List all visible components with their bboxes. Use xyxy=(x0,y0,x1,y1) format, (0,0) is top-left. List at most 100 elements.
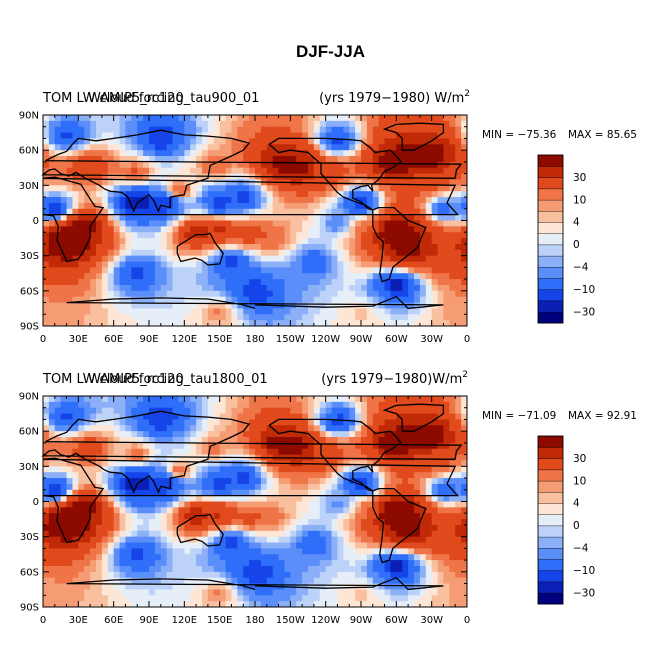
heatmap-cell xyxy=(384,425,391,432)
heatmap-cell xyxy=(154,536,162,543)
heatmap-cell xyxy=(302,530,309,538)
heatmap-cell xyxy=(60,437,67,444)
heatmap-cell xyxy=(266,530,274,538)
heatmap-cell xyxy=(48,243,56,251)
heatmap-cell xyxy=(243,495,250,502)
heatmap-cell xyxy=(60,202,67,210)
heatmap-cell xyxy=(90,302,97,309)
heatmap-cell xyxy=(414,519,421,526)
y-tick-label: 90N xyxy=(19,111,39,122)
heatmap-cell xyxy=(184,261,191,268)
heatmap-cell xyxy=(48,548,56,555)
heatmap-cell xyxy=(302,243,309,251)
heatmap-cell xyxy=(378,126,385,133)
heatmap-cell xyxy=(272,161,279,169)
heatmap-cell xyxy=(396,554,403,561)
heatmap-cell xyxy=(396,530,403,538)
heatmap-cell xyxy=(302,478,309,485)
heatmap-cell xyxy=(378,554,385,561)
heatmap-cell xyxy=(461,284,468,292)
heatmap-cell xyxy=(431,191,438,198)
heatmap-cell xyxy=(378,542,385,549)
heatmap-cell xyxy=(366,495,374,502)
heatmap-cell xyxy=(402,437,409,444)
heatmap-cell xyxy=(149,214,156,221)
heatmap-cell xyxy=(184,437,191,444)
heatmap-cell xyxy=(219,507,226,514)
heatmap-cell xyxy=(266,565,274,573)
heatmap-cell xyxy=(43,396,50,403)
heatmap-cell xyxy=(196,513,203,520)
heatmap-cell xyxy=(278,220,285,227)
heatmap-cell xyxy=(396,320,403,327)
heatmap-cell xyxy=(166,238,173,245)
heatmap-cell xyxy=(219,279,226,286)
heatmap-cell xyxy=(231,243,238,251)
heatmap-cell xyxy=(437,554,444,561)
heatmap-cell xyxy=(125,249,132,257)
heatmap-cell xyxy=(84,243,91,251)
heatmap-cell xyxy=(437,243,444,251)
heatmap-cell xyxy=(266,273,274,280)
heatmap-cell xyxy=(96,290,103,298)
heatmap-cell xyxy=(154,267,162,274)
heatmap-cell xyxy=(308,238,315,245)
heatmap-cell xyxy=(231,284,238,292)
heatmap-cell xyxy=(313,296,321,303)
heatmap-cell xyxy=(366,308,374,315)
heatmap-cell xyxy=(337,197,344,204)
heatmap-cell xyxy=(172,483,179,491)
heatmap-cell xyxy=(72,267,79,274)
heatmap-cell xyxy=(90,290,97,298)
heatmap-cell xyxy=(266,554,274,561)
heatmap-cell xyxy=(78,132,85,139)
heatmap-cell xyxy=(296,156,303,163)
heatmap-cell xyxy=(396,524,403,532)
heatmap-cell xyxy=(284,191,291,198)
heatmap-cell xyxy=(60,407,67,414)
heatmap-cell xyxy=(113,478,120,485)
heatmap-cell xyxy=(278,320,285,327)
heatmap-cell xyxy=(101,273,109,280)
heatmap-cell xyxy=(390,302,397,309)
heatmap-cell xyxy=(425,501,433,508)
heatmap-cell xyxy=(66,466,73,473)
heatmap-cell xyxy=(349,202,356,210)
heatmap-cell xyxy=(331,226,338,233)
heatmap-cell xyxy=(284,466,291,473)
heatmap-cell xyxy=(278,542,285,549)
heatmap-cell xyxy=(313,120,321,128)
heatmap-cell xyxy=(414,314,421,321)
heatmap-cell xyxy=(278,191,285,198)
heatmap-cell xyxy=(337,565,344,573)
heatmap-cell xyxy=(337,524,344,532)
heatmap-cell xyxy=(43,161,50,169)
heatmap-cell xyxy=(143,501,150,508)
heatmap-cell xyxy=(296,138,303,145)
heatmap-cell xyxy=(184,519,191,526)
heatmap-cell xyxy=(243,472,250,479)
heatmap-cell xyxy=(431,507,438,514)
heatmap-cell xyxy=(243,214,250,221)
heatmap-cell xyxy=(443,542,450,549)
heatmap-cell xyxy=(219,185,226,192)
heatmap-cell xyxy=(290,249,297,257)
heatmap-cell xyxy=(361,132,368,139)
heatmap-cell xyxy=(266,161,274,169)
heatmap-cell xyxy=(196,191,203,198)
heatmap-cell xyxy=(231,489,238,497)
heatmap-cell xyxy=(331,472,338,479)
heatmap-cell xyxy=(137,284,144,292)
heatmap-cell xyxy=(437,156,444,163)
heatmap-cell xyxy=(284,407,291,414)
heatmap-cell xyxy=(125,483,132,491)
heatmap-cell xyxy=(414,407,421,414)
heatmap-cell xyxy=(455,565,462,573)
heatmap-cell xyxy=(284,419,291,426)
heatmap-cell xyxy=(178,243,185,251)
heatmap-cell xyxy=(396,150,403,157)
heatmap-cell xyxy=(437,238,444,245)
heatmap-cell xyxy=(213,472,221,479)
heatmap-cell xyxy=(284,208,291,216)
heatmap-cell xyxy=(207,150,215,157)
